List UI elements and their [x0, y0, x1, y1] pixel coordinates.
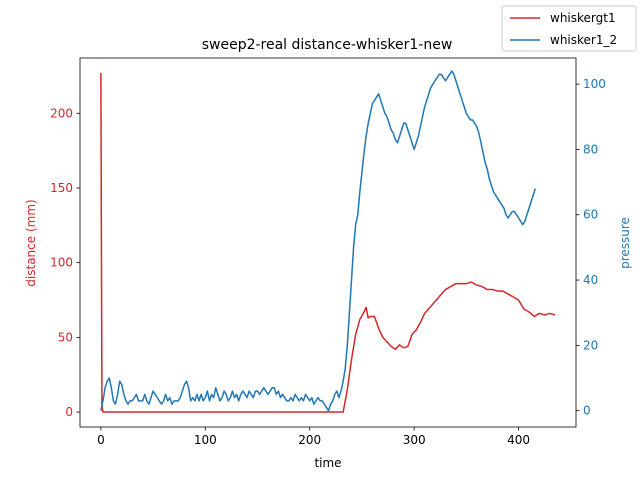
axes-frame — [79, 57, 577, 428]
y-right-tick-label-40: 40 — [583, 273, 598, 287]
plot-area: 0 100 200 300 400 0 50 100 150 200 0 20 40 60 80 100 — [50, 57, 606, 447]
y-left-tick-label-200: 200 — [50, 106, 73, 120]
legend: whiskergt1 whisker1_2 — [501, 5, 637, 52]
x-tick-label-200: 200 — [298, 433, 321, 447]
x-tick-label-0: 0 — [97, 433, 105, 447]
series-line-whiskergt1 — [100, 72, 556, 413]
legend-label-whiskergt1: whiskergt1 — [550, 11, 616, 25]
y-axis-left-label: distance (mm) — [24, 199, 38, 286]
legend-label-whisker1_2: whisker1_2 — [550, 33, 617, 47]
series-line-whisker1_2 — [100, 70, 536, 412]
y-right-tick-label-60: 60 — [583, 208, 598, 222]
chart-title: sweep2-real distance-whisker1-new — [202, 37, 453, 53]
y-left-tick-label-100: 100 — [50, 256, 73, 270]
y-left-tick-label-50: 50 — [58, 330, 73, 344]
x-axis-label: time — [314, 456, 341, 470]
y-right-tick-label-20: 20 — [583, 338, 598, 352]
y-right-tick-label-80: 80 — [583, 142, 598, 156]
y-right-tick-label-0: 0 — [583, 404, 591, 418]
y-right-tick-label-100: 100 — [583, 77, 606, 91]
y-left-tick-label-0: 0 — [65, 405, 73, 419]
y-axis-right-label: pressure — [618, 217, 632, 269]
x-tick-label-300: 300 — [403, 433, 426, 447]
y-left-tick-label-150: 150 — [50, 181, 73, 195]
x-tick-label-100: 100 — [194, 433, 217, 447]
x-tick-label-400: 400 — [507, 433, 530, 447]
